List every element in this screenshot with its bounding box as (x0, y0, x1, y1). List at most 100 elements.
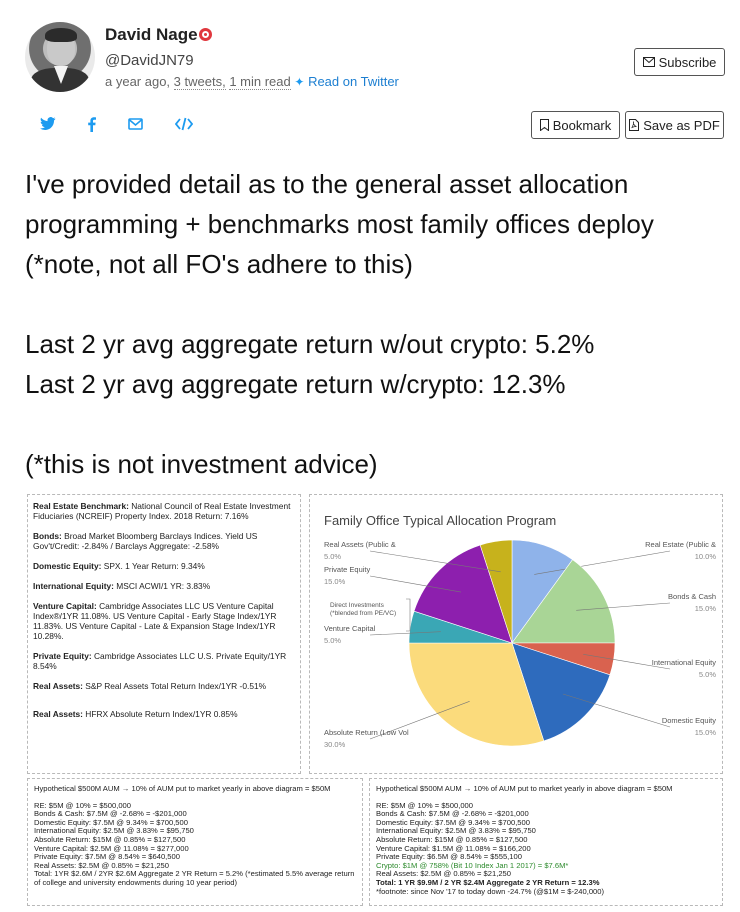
author-name-text: David Nage (105, 25, 198, 44)
hyp-right-line: Venture Capital: $1.5M @ 11.08% = $166,2… (376, 843, 531, 853)
tweet-line (25, 404, 725, 444)
benchmarks-panel: Real Estate Benchmark: National Council … (27, 494, 301, 774)
mail-icon (642, 57, 655, 67)
bookmark-icon (539, 119, 549, 131)
hyp-left-line: International Equity: $2.5M @ 3.83% = $9… (34, 826, 194, 836)
pie-label: Private Equity (324, 565, 371, 574)
author-handle[interactable]: @DavidJN79 (105, 52, 194, 69)
pie-leader-line (562, 693, 671, 728)
tweet-image[interactable]: Real Estate Benchmark: National Council … (25, 492, 725, 908)
pie-slice (408, 642, 545, 747)
hyp-left-line: Bonds & Cash: $7.5M @ -2.68% = -$201,000 (34, 809, 187, 819)
pie-label: Domestic Equity (662, 716, 716, 725)
hyp-right-footnote: *footnote: since Nov '17 to today down -… (376, 886, 605, 896)
benchmark-item: Domestic Equity: SPX. 1 Year Return: 9.3… (33, 561, 205, 571)
read-on-twitter-link[interactable]: Read on Twitter (308, 74, 399, 89)
annotation-text: Direct Investments (330, 602, 385, 609)
twitter-icon[interactable] (40, 117, 56, 135)
benchmark-item: Bonds: Broad Market Bloomberg Barclays I… (33, 531, 258, 551)
pie-leader-line (369, 575, 462, 593)
embed-icon[interactable] (174, 117, 194, 135)
pie-value-label: 15.0% (695, 604, 717, 613)
bookmark-label: Bookmark (552, 117, 612, 133)
tweet-text: I've provided detail as to the general a… (25, 164, 725, 484)
tweet-count: 3 tweets, (173, 74, 226, 90)
pie-leader-line (369, 701, 470, 740)
hyp-right-line: Domestic Equity: $7.5M @ 9.34% = $700,50… (376, 817, 530, 827)
hyp-left-line: Total: 1YR $2.6M / 2YR $2.6M Aggregate 2… (34, 869, 355, 887)
pie-label: Bonds & Cash (668, 592, 716, 601)
pie-label: Real Assets (Public & (324, 540, 396, 549)
hyp-right-line: Private Equity: $6.5M @ 8.54% = $555,100 (376, 852, 522, 862)
hyp-right-line: Bonds & Cash: $7.5M @ -2.68% = -$201,000 (376, 809, 529, 819)
pie-leader-line (534, 550, 671, 575)
tweet-line: Last 2 yr avg aggregate return w/out cry… (25, 329, 595, 359)
benchmark-item: Venture Capital: Cambridge Associates LL… (33, 601, 277, 641)
pie-leader-line (576, 602, 671, 611)
benchmark-item: Private Equity: Cambridge Associates LLC… (33, 651, 287, 671)
bookmark-button[interactable]: Bookmark (531, 111, 620, 139)
pie-label: Real Estate (Public & (645, 540, 716, 549)
tweet-line: (*this is not investment advice) (25, 449, 378, 479)
pie-label: International Equity (652, 658, 716, 667)
time-ago: a year ago, (105, 74, 171, 89)
thread-meta: a year ago, 3 tweets, 1 min read ✦ Read … (105, 74, 399, 90)
annotation-bracket (406, 598, 411, 632)
pie-value-label: 10.0% (695, 552, 717, 561)
pie-label: Venture Capital (324, 624, 376, 633)
pie-leader-line (369, 631, 441, 636)
pie-value-label: 5.0% (324, 552, 341, 561)
benchmark-item: Real Estate Benchmark: National Council … (33, 501, 291, 521)
allocation-pie-chart: Family Office Typical Allocation Program… (324, 513, 717, 749)
email-icon[interactable] (128, 117, 143, 134)
pie-slice (479, 539, 513, 644)
annotation-text: (*blended from PE/VC) (330, 610, 396, 617)
pie-value-label: 30.0% (324, 740, 346, 749)
benchmark-item: Real Assets: HFRX Absolute Return Index/… (33, 709, 238, 719)
hypothetical-right-panel: Hypothetical $500M AUM → 10% of AUM put … (369, 778, 723, 906)
pie-slice (511, 559, 616, 644)
pie-leader-line (369, 550, 501, 573)
hypothetical-left-panel: Hypothetical $500M AUM → 10% of AUM put … (27, 778, 363, 906)
author-name[interactable]: David Nage (105, 25, 212, 45)
avatar[interactable] (25, 22, 95, 92)
hyp-left-line: Domestic Equity: $7.5M @ 9.34% = $700,50… (34, 817, 188, 827)
hyp-left-header: Hypothetical $500M AUM → 10% of AUM put … (34, 784, 331, 793)
chart-title: Family Office Typical Allocation Program (324, 513, 556, 528)
hyp-right-total-line: Total: 1 YR $9.9M / 2 YR $2.4M Aggregate… (376, 877, 600, 887)
facebook-icon[interactable] (87, 117, 96, 136)
hyp-left-line: RE: $5M @ 10% = $500,000 (34, 800, 131, 810)
hyp-right-line: RE: $5M @ 10% = $500,000 (376, 800, 473, 810)
hyp-left-line: Venture Capital: $2.5M @ 11.08% = $277,0… (34, 843, 189, 853)
tweet-line: I've provided detail as to the general a… (25, 169, 629, 199)
pie-leader-line (583, 653, 671, 670)
benchmark-item: International Equity: MSCI ACWI/1 YR: 3.… (33, 581, 211, 591)
hyp-right-line: International Equity: $2.5M @ 3.83% = $9… (376, 826, 536, 836)
allocation-chart-panel: Family Office Typical Allocation Program… (309, 494, 723, 774)
hyp-right-header: Hypothetical $500M AUM → 10% of AUM put … (376, 784, 673, 793)
pie-value-label: 15.0% (324, 577, 346, 586)
hyp-left-line: Absolute Return: $15M @ 0.85% = $127,500 (34, 834, 186, 844)
target-emoji-icon (198, 28, 212, 41)
tweet-line: (*note, not all FO's adhere to this) (25, 249, 413, 279)
pdf-file-icon (629, 119, 640, 131)
hyp-right-line: Real Assets: $2.5M @ 0.85% = $21,250 (376, 869, 511, 879)
hyp-right-line: Absolute Return: $15M @ 0.85% = $127,500 (376, 834, 528, 844)
twitter-bird-icon: ✦ (294, 75, 305, 89)
tweet-line (25, 284, 725, 324)
hyp-left-line: Real Assets: $2.5M @ 0.85% = $21,250 (34, 860, 169, 870)
pie-value-label: 5.0% (699, 670, 716, 679)
subscribe-label: Subscribe (658, 54, 717, 70)
subscribe-button[interactable]: Subscribe (634, 48, 725, 76)
pie-slice (511, 642, 611, 742)
save-pdf-button[interactable]: Save as PDF (625, 111, 724, 139)
pie-value-label: 15.0% (695, 728, 717, 737)
hyp-right-crypto-line: Crypto: $1M @ 758% (Bit 10 Index Jan 1 2… (376, 860, 569, 870)
tweet-line: programming + benchmarks most family off… (25, 209, 654, 239)
hyp-left-line: Private Equity: $7.5M @ 8.54% = $640,500 (34, 852, 180, 862)
benchmark-item: Real Assets: S&P Real Assets Total Retur… (33, 681, 267, 691)
pie-label: Absolute Return (Low Vol (324, 728, 409, 737)
pie-value-label: 5.0% (324, 636, 341, 645)
save-pdf-label: Save as PDF (643, 117, 720, 133)
tweet-line: Last 2 yr avg aggregate return w/crypto:… (25, 369, 566, 399)
